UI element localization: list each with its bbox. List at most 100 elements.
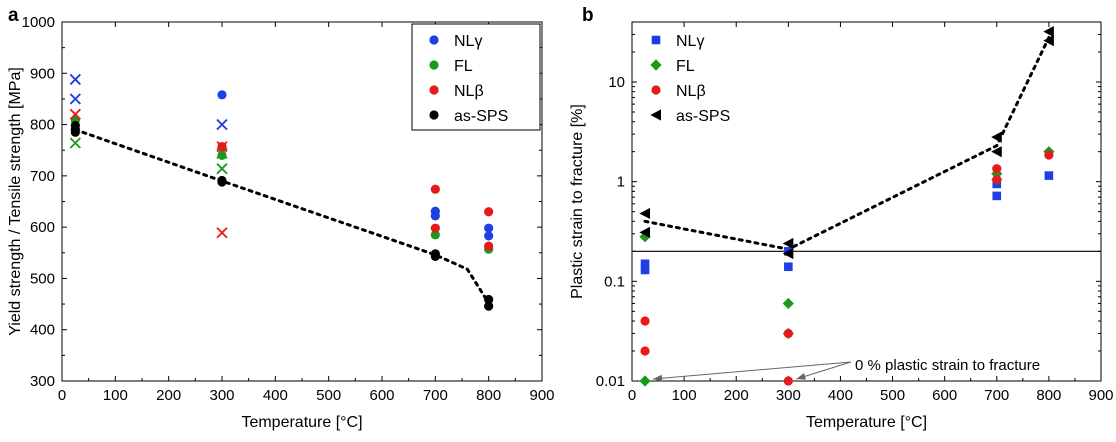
data-point	[430, 223, 440, 233]
data-point	[991, 131, 1002, 143]
annotation-arrow	[652, 361, 852, 380]
legend-marker	[429, 85, 439, 95]
data-point	[640, 265, 650, 275]
data-point	[991, 146, 1002, 158]
data-point	[484, 294, 494, 305]
y-tick-label: 0.1	[604, 273, 625, 290]
x-axis-label: Temperature [°C]	[806, 414, 927, 431]
y-tick-label: 10	[608, 74, 625, 91]
x-tick-label: 400	[263, 387, 288, 404]
data-point	[484, 301, 494, 311]
data-point	[484, 223, 494, 233]
x-tick-label: 200	[724, 387, 749, 404]
x-tick-label: 700	[423, 387, 448, 404]
trend-line	[643, 35, 1051, 251]
data-point	[430, 230, 440, 240]
x-tick-label: 100	[672, 387, 697, 404]
annotation-arrowhead	[796, 372, 806, 380]
data-point	[69, 93, 81, 105]
legend-label: NLβ	[454, 83, 484, 100]
x-tick-label: 0	[58, 387, 66, 404]
data-point	[216, 227, 228, 239]
legend-label: FL	[676, 58, 695, 75]
data-point	[430, 211, 440, 221]
data-point	[783, 328, 793, 339]
panel-label: b	[582, 5, 594, 26]
x-tick-label: 900	[1088, 387, 1113, 404]
y-tick-label: 800	[30, 117, 55, 134]
x-tick-label: 700	[984, 387, 1009, 404]
legend-label: as-SPS	[454, 108, 508, 125]
legend-label: NLγ	[676, 33, 704, 50]
x-tick-label: 0	[628, 387, 636, 404]
data-point	[640, 259, 650, 269]
data-point	[640, 316, 650, 326]
x-tick-label: 300	[209, 387, 234, 404]
trend-line	[73, 128, 491, 305]
annotation-arrow	[796, 361, 852, 380]
legend-marker	[651, 85, 661, 95]
legend-marker	[651, 35, 661, 45]
data-point	[484, 241, 494, 251]
legend-marker	[429, 110, 439, 120]
data-point	[217, 150, 227, 160]
data-point	[217, 90, 227, 100]
panel-label: a	[8, 5, 19, 26]
data-point	[70, 127, 80, 137]
data-point	[640, 346, 650, 356]
y-tick-label: 1	[617, 174, 625, 191]
y-tick-label: 1000	[22, 14, 55, 31]
chart-panel-a: 0 100 200 300 400 500 600 700 800 900 300 400 500 600…	[7, 5, 555, 431]
data-point	[69, 137, 81, 149]
legend-label: NLβ	[676, 83, 706, 100]
y-tick-label: 700	[30, 168, 55, 185]
x-tick-label: 500	[880, 387, 905, 404]
x-tick-label: 500	[316, 387, 341, 404]
data-point	[992, 174, 1002, 185]
legend-label: as-SPS	[676, 108, 730, 125]
x-tick-label: 600	[932, 387, 957, 404]
chart-panel-b: 0 100 200 300 400 500 600 700 800 900 0.01 0.1 1 10 0 …	[569, 5, 1114, 431]
x-tick-label: 800	[476, 387, 501, 404]
data-point	[69, 108, 81, 120]
data-point	[1043, 26, 1054, 38]
data-point	[217, 177, 227, 187]
data-point	[639, 226, 651, 238]
data-point	[216, 140, 228, 153]
data-point	[992, 164, 1002, 174]
legend-label: NLγ	[454, 33, 482, 50]
legend-marker	[650, 109, 661, 121]
annotation-arrowhead	[653, 374, 663, 382]
data-point	[484, 231, 494, 241]
data-point	[782, 297, 794, 310]
data-point	[639, 231, 651, 243]
data-point	[782, 247, 794, 260]
legend-marker	[650, 59, 662, 71]
data-point	[784, 262, 793, 272]
legend-label: FL	[454, 58, 473, 75]
legend: NLγ FL NLβ as-SPS	[411, 23, 541, 131]
y-axis-label: Plastic strain to fracture [%]	[569, 104, 586, 299]
x-tick-label: 200	[156, 387, 181, 404]
data-point	[992, 191, 1002, 201]
data-point	[1044, 171, 1054, 180]
y-tick-label: 300	[30, 373, 55, 390]
y-axis-label: Yield strength / Tensile strength [MPa]	[7, 67, 24, 336]
y-tick-label: 900	[30, 65, 55, 82]
y-tick-label: 0.01	[596, 373, 625, 390]
x-tick-label: 800	[1036, 387, 1061, 404]
data-point	[782, 237, 794, 250]
x-tick-label: 300	[776, 387, 801, 404]
data-point	[216, 163, 228, 175]
data-point	[783, 376, 793, 386]
x-tick-label: 900	[529, 387, 554, 404]
x-tick-label: 400	[828, 387, 853, 404]
data-point	[639, 375, 651, 387]
data-point	[430, 184, 440, 194]
y-tick-label: 500	[30, 270, 55, 287]
x-axis-label: Temperature [°C]	[241, 414, 362, 431]
data-point	[1044, 150, 1054, 160]
legend-marker	[429, 60, 439, 70]
y-tick-label: 400	[30, 322, 55, 339]
